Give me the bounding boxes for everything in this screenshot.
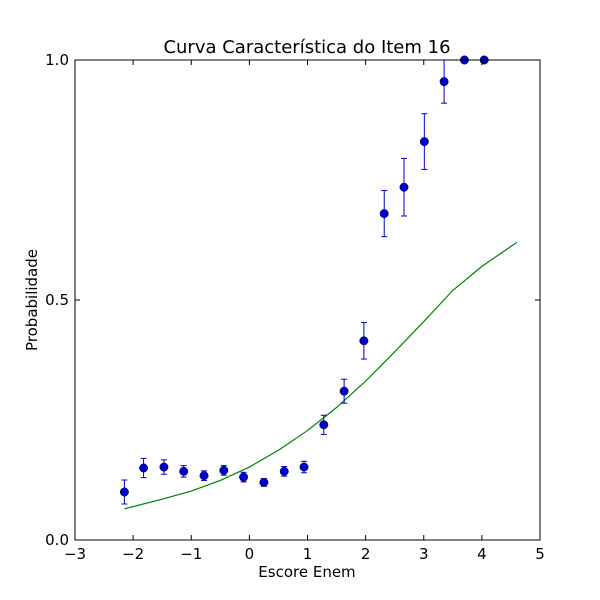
data-point xyxy=(339,386,349,396)
chart-title: Curva Característica do Item 16 xyxy=(163,37,450,58)
data-point xyxy=(139,463,149,473)
data-point xyxy=(299,462,309,472)
data-point xyxy=(259,477,269,487)
y-axis: 0.0 0.5 1.0 xyxy=(45,51,540,549)
data-point xyxy=(119,487,129,497)
x-tick-label: 3 xyxy=(419,545,429,563)
data-point xyxy=(439,77,449,87)
data-point xyxy=(219,465,229,475)
x-tick-label: 1 xyxy=(303,545,313,563)
data-point xyxy=(159,462,169,472)
x-axis-label: Escore Enem xyxy=(258,563,355,581)
x-tick-label: 2 xyxy=(361,545,371,563)
y-tick-label: 1.0 xyxy=(45,51,69,69)
x-tick-label: −2 xyxy=(122,545,144,563)
data-point xyxy=(279,466,289,476)
y-tick-label: 0.5 xyxy=(45,291,69,309)
fit-curve-line xyxy=(124,241,518,510)
x-tick-label: −3 xyxy=(64,545,86,563)
data-point xyxy=(399,182,409,192)
x-tick-label: −1 xyxy=(180,545,202,563)
data-point xyxy=(379,209,389,219)
x-tick-label: 0 xyxy=(245,545,255,563)
plot-area xyxy=(119,55,518,510)
x-axis: −3 −2 −1 0 1 2 3 4 5 xyxy=(64,60,545,563)
data-point xyxy=(319,420,329,430)
x-tick-label: 5 xyxy=(535,545,545,563)
data-point xyxy=(239,472,249,482)
data-point xyxy=(179,466,189,476)
x-tick-label: 4 xyxy=(477,545,487,563)
data-point xyxy=(359,336,369,346)
data-point xyxy=(419,137,429,147)
data-point xyxy=(199,471,209,481)
y-tick-label: 0.0 xyxy=(45,531,69,549)
y-axis-label: Probabilidade xyxy=(23,249,41,351)
